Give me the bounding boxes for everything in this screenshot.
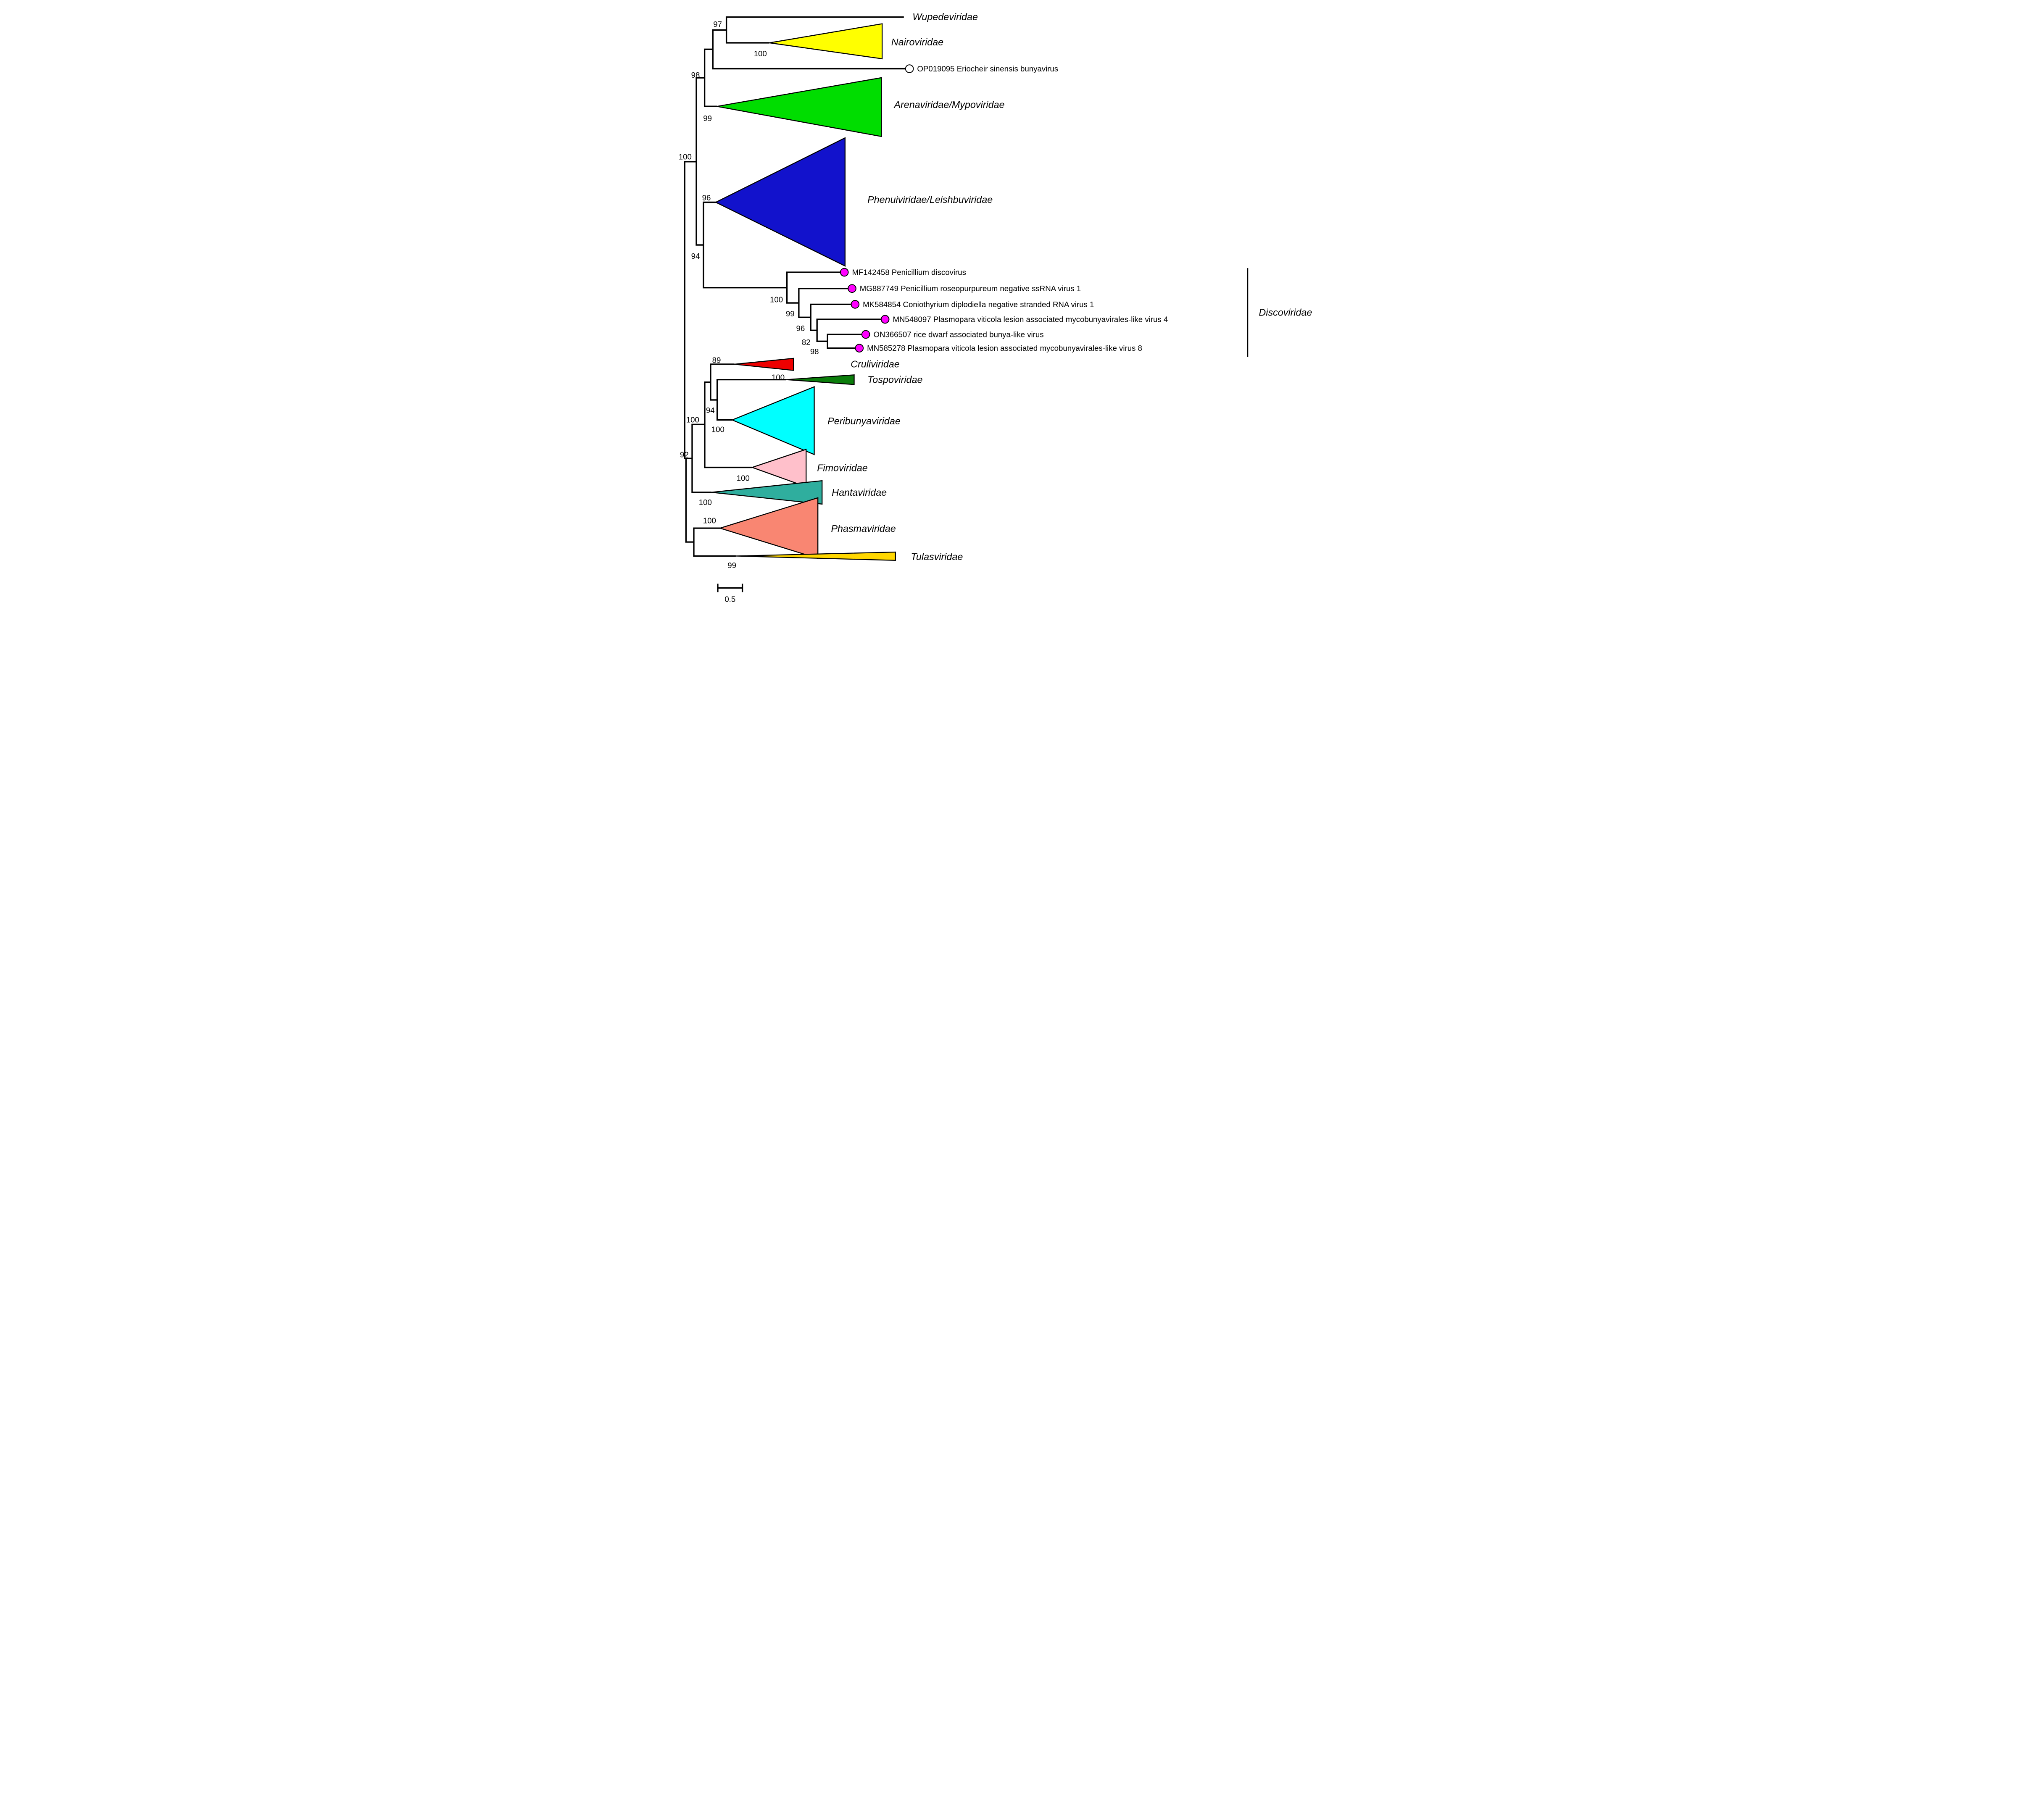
support-value-13: 100 [772,373,785,381]
family-label-discoviridae: Discoviridae [1259,307,1312,318]
support-value-12: 89 [712,355,721,364]
clade-triangle-arenaviridae [717,77,882,137]
support-value-14: 94 [706,406,715,415]
family-label-cruliviridae: Cruliviridae [851,358,900,369]
clade-triangle-cruliviridae [734,358,794,371]
taxon-label-op019095: OP019095 Eriocheir sinensis bunyavirus [917,64,1058,73]
edge-root-step-down [685,458,694,543]
edge-root-backbone [684,161,696,459]
support-value-18: 100 [737,473,750,482]
edge-node-phasma-tulas [693,527,736,557]
support-value-16: 100 [711,425,724,434]
edge-node99-arenaviridae [703,48,717,107]
taxon-label-wupedeviridae: Wupedeviridae [912,11,978,22]
edge-node89-cruliviridae [710,363,735,401]
support-value-7: 100 [770,295,783,304]
clade-triangle-peribunyaviridae [731,386,815,455]
phylogenetic-tree-figure: Nairoviridae Arenaviridae/Mypoviridae Phen… [673,0,1345,607]
support-value-15: 100 [686,415,699,424]
family-label-phenuiviridae: Phenuiviridae/Leishbuviridae [867,194,993,205]
edge-disco-on366507-mn585278 [827,334,862,349]
taxon-circle-op019095 [905,64,914,73]
support-value-9: 96 [796,324,805,333]
edge-node94-tospo-peribunya [716,379,786,421]
taxon-circle-mn548097 [880,315,890,324]
support-value-21: 99 [727,561,736,570]
edge-disco-mk584854 [810,303,851,331]
clade-triangle-phasmaviridae [718,497,819,559]
edge-node-fimoviridae [704,381,752,468]
clade-triangle-hantaviridae [711,480,823,505]
family-label-hantaviridae: Hantaviridae [832,487,887,498]
edge-phenuiviridae-discoviridae-stem [703,201,787,289]
taxon-circle-mg887749 [848,284,856,293]
edge-node100-backbone-top [695,77,705,246]
family-label-arenaviridae: Arenaviridae/Mypoviridae [893,99,1004,110]
support-value-10: 82 [802,338,811,347]
family-label-tospoviridae: Tospoviridae [867,374,922,385]
support-value-4: 100 [679,153,692,161]
edge-disco-mg887749 [798,288,848,318]
support-value-3: 99 [703,114,712,123]
clade-triangle-tulasviridae [735,551,896,561]
clade-triangle-phenuiviridae [714,137,846,267]
taxon-label-mk584854: MK584854 Coniothyrium diplodiella negati… [863,300,1094,309]
support-value-19: 100 [699,498,712,507]
family-label-fimoviridae: Fimoviridae [817,463,868,473]
taxon-label-on366507: ON366507 rice dwarf associated bunya-lik… [873,330,1043,339]
support-value-17: 92 [680,450,689,459]
taxon-circle-mf142458 [840,268,849,277]
support-value-1: 100 [754,49,767,58]
clade-triangle-fimoviridae [751,448,807,488]
support-value-20: 100 [703,516,716,525]
family-label-phasmaviridae: Phasmaviridae [831,523,896,534]
support-value-6: 94 [691,252,700,260]
support-value-11: 98 [810,347,819,356]
phylogenetic-tree-canvas: Nairoviridae Arenaviridae/Mypoviridae Phen… [673,0,1345,607]
edge-node-hantaviridae [691,423,711,493]
family-label-tulasviridae: Tulasviridae [911,551,963,562]
taxon-label-mf142458: MF142458 Penicillium discovirus [852,268,966,277]
clade-triangle-tospoviridae [786,374,855,385]
taxon-label-mn585278: MN585278 Plasmopara viticola lesion asso… [867,344,1142,352]
support-value-0: 97 [713,20,722,29]
edge-disco-mn548097 [816,318,881,342]
taxon-label-mg887749: MG887749 Penicillium roseopurpureum nega… [860,284,1081,293]
edge-disco-mf142458 [786,271,840,304]
support-value-8: 99 [786,309,795,318]
taxon-circle-on366507 [861,330,870,339]
support-value-5: 96 [702,193,711,202]
scale-bar-label: 0.5 [724,595,735,604]
scale-bar [717,584,743,592]
taxon-circle-mk584854 [851,300,860,309]
family-label-peribunyaviridae: Peribunyaviridae [827,416,901,426]
support-value-2: 98 [691,71,700,79]
family-label-nairoviridae: Nairoviridae [891,37,943,47]
clade-triangle-nairoviridae [769,23,883,60]
taxon-circle-mn585278 [855,344,864,352]
taxon-label-mn548097: MN548097 Plasmopara viticola lesion asso… [893,315,1168,324]
